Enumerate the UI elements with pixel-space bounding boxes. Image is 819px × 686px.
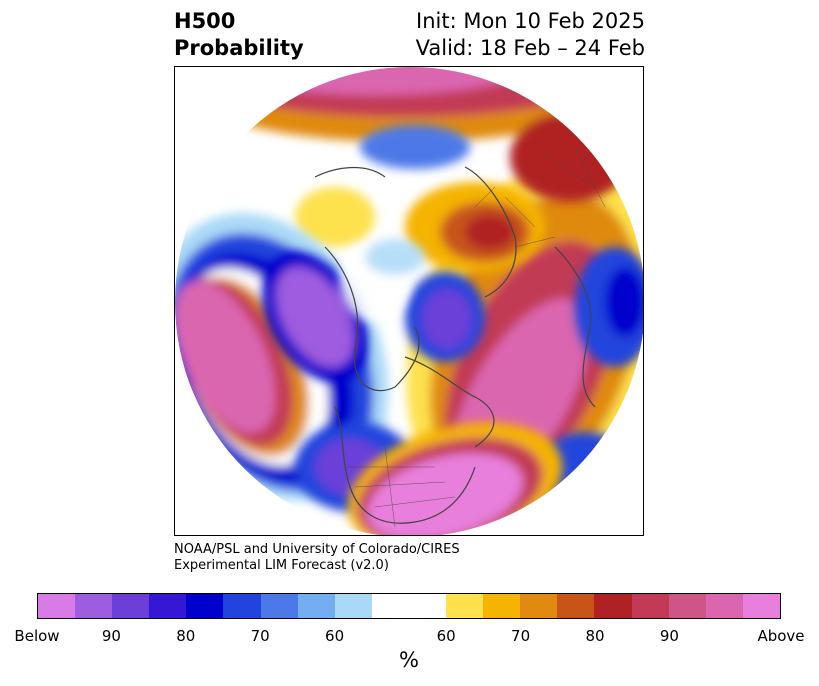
valid-range: Valid: 18 Feb – 24 Feb bbox=[415, 36, 645, 60]
colorbar-segment bbox=[705, 594, 743, 618]
colorbar-tick-label: Below bbox=[14, 627, 60, 645]
colorbar-segment bbox=[742, 594, 780, 618]
above-normal-center bbox=[295, 182, 545, 272]
polar-map-svg bbox=[175, 67, 643, 535]
colorbar-segment bbox=[223, 594, 261, 618]
colorbar-segment bbox=[520, 594, 558, 618]
credits: NOAA/PSL and University of Colorado/CIRE… bbox=[174, 542, 460, 574]
init-date: Init: Mon 10 Feb 2025 bbox=[416, 9, 645, 33]
colorbar-segment bbox=[112, 594, 150, 618]
colorbar-segment bbox=[631, 594, 669, 618]
title-quantity: Probability bbox=[174, 36, 304, 60]
colorbar-tick-label: 90 bbox=[101, 627, 121, 645]
polar-map bbox=[174, 66, 644, 536]
colorbar-unit: % bbox=[399, 648, 419, 672]
colorbar-segment bbox=[446, 594, 484, 618]
colorbar-segment bbox=[408, 594, 447, 618]
credits-line2: Experimental LIM Forecast (v2.0) bbox=[174, 558, 389, 573]
neutral-zones bbox=[340, 239, 425, 322]
title-variable: H500 bbox=[174, 9, 236, 33]
colorbar-segment bbox=[334, 594, 372, 618]
colorbar-tick-label: 90 bbox=[659, 627, 679, 645]
colorbar-segment bbox=[371, 594, 409, 618]
colorbar-tick-label: 60 bbox=[325, 627, 345, 645]
colorbar-segment bbox=[38, 594, 76, 618]
colorbar-tick-label: 60 bbox=[436, 627, 456, 645]
colorbar-segment bbox=[668, 594, 706, 618]
coastlines bbox=[314, 166, 596, 524]
colorbar-tick-label: 70 bbox=[250, 627, 270, 645]
credits-line1: NOAA/PSL and University of Colorado/CIRE… bbox=[174, 542, 460, 557]
colorbar-segment bbox=[557, 594, 595, 618]
colorbar bbox=[37, 593, 781, 619]
colorbar-segment bbox=[149, 594, 187, 618]
borders bbox=[345, 146, 606, 528]
colorbar-segment bbox=[594, 594, 632, 618]
colorbar-segment bbox=[186, 594, 224, 618]
colorbar-segment bbox=[260, 594, 298, 618]
colorbar-segment bbox=[483, 594, 521, 618]
forecast-dates: Init: Mon 10 Feb 2025 Valid: 18 Feb – 24… bbox=[416, 8, 645, 62]
colorbar-tick-label: Above bbox=[757, 627, 805, 645]
colorbar-segment bbox=[75, 594, 113, 618]
probability-field bbox=[175, 67, 643, 535]
colorbar-tick-label: 70 bbox=[511, 627, 531, 645]
colorbar-tick-label: 80 bbox=[176, 627, 196, 645]
map-title: H500 Probability bbox=[174, 8, 304, 62]
colorbar-segment bbox=[297, 594, 335, 618]
colorbar-tick-label: 80 bbox=[585, 627, 605, 645]
